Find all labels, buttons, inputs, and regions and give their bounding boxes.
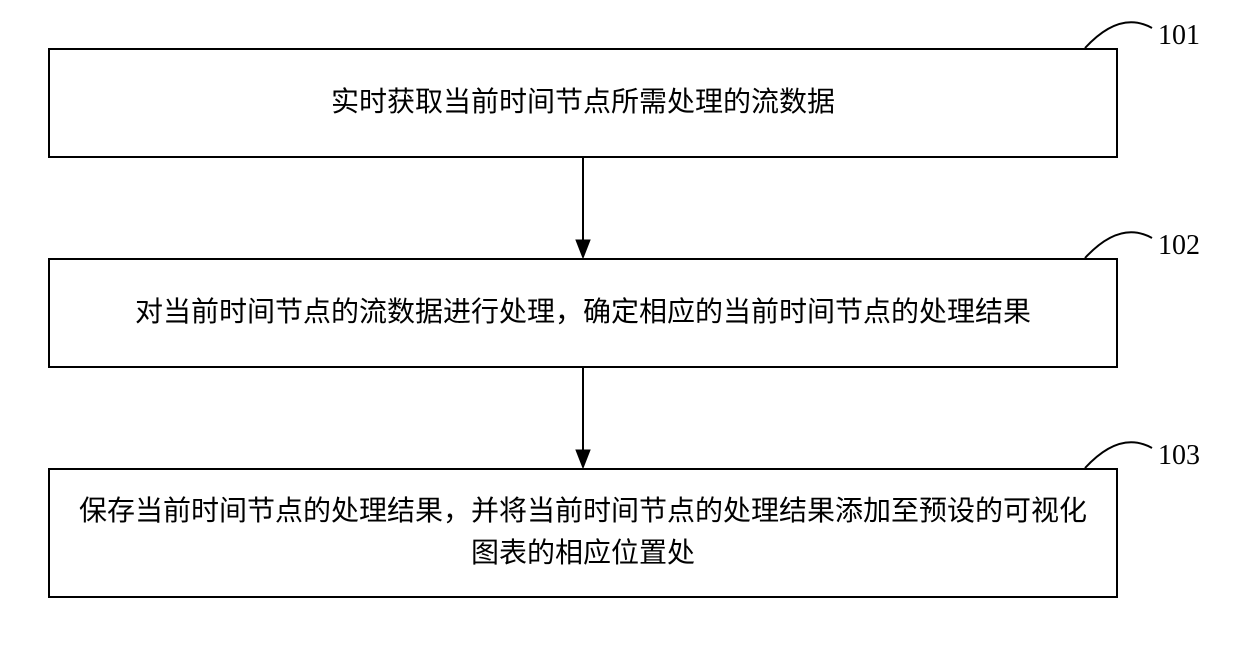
step-label-103: 103 [1158,440,1200,472]
label-connector-3 [0,0,1240,510]
label-curve-3 [1085,442,1152,468]
flowchart-container: 实时获取当前时间节点所需处理的流数据 101 对当前时间节点的流数据进行处理，确… [0,0,1240,669]
